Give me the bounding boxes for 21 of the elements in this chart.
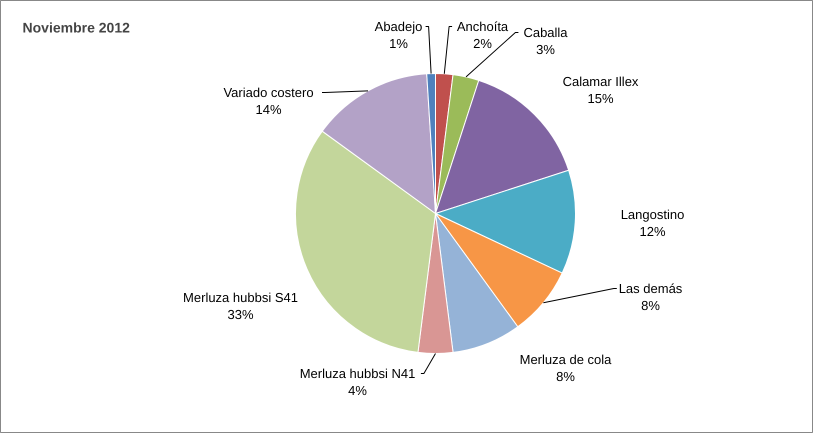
data-label: 14% — [255, 102, 282, 117]
data-label: 12% — [639, 224, 666, 239]
slice-label: Calamar Illex — [562, 74, 639, 89]
slice-label: Merluza hubbsi S41 — [183, 290, 298, 305]
data-label: 3% — [536, 42, 556, 57]
slice-label: Merluza hubbsi N41 — [300, 366, 416, 381]
data-label: 8% — [641, 298, 660, 313]
slice-label: Anchoíta — [456, 19, 509, 34]
slice-label: Caballa — [523, 25, 568, 40]
slice-label: Langostino — [620, 207, 684, 222]
data-label: 4% — [348, 383, 368, 398]
data-label: 15% — [587, 91, 614, 106]
data-label: 8% — [556, 369, 576, 384]
data-label: 1% — [389, 36, 408, 51]
chart-title: Noviembre 2012 — [22, 20, 130, 36]
slice-label: Las demás — [618, 281, 683, 296]
slice-label: Abadejo — [374, 19, 422, 34]
data-label: 2% — [473, 36, 492, 51]
slice-label: Merluza de cola — [520, 352, 612, 367]
slice-label: Variado costero — [223, 85, 314, 100]
data-label: 33% — [227, 307, 254, 322]
